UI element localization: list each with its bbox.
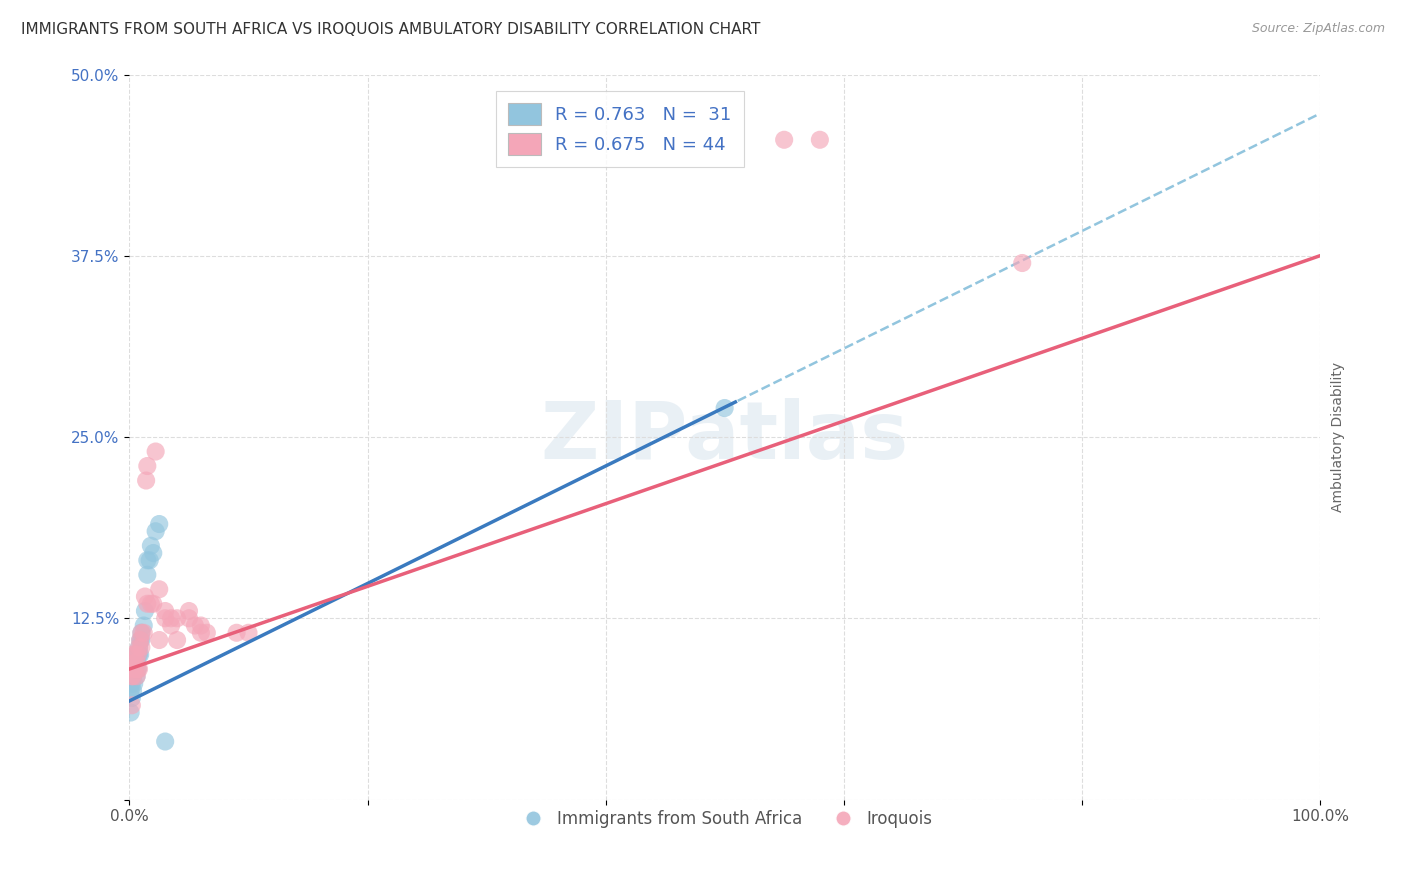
Point xyxy=(121,698,143,713)
Point xyxy=(128,640,150,655)
Point xyxy=(713,401,735,415)
Point xyxy=(131,625,153,640)
Point xyxy=(122,669,145,683)
Point xyxy=(124,648,146,662)
Point xyxy=(134,590,156,604)
Point xyxy=(127,648,149,662)
Point xyxy=(139,539,162,553)
Point xyxy=(122,648,145,662)
Point xyxy=(127,662,149,676)
Y-axis label: Ambulatory Disability: Ambulatory Disability xyxy=(1331,362,1346,512)
Point xyxy=(127,648,149,662)
Point xyxy=(125,669,148,683)
Legend: Immigrants from South Africa, Iroquois: Immigrants from South Africa, Iroquois xyxy=(510,804,939,835)
Point xyxy=(148,582,170,597)
Point xyxy=(132,625,155,640)
Point xyxy=(131,625,153,640)
Point xyxy=(128,640,150,655)
Point xyxy=(121,691,143,706)
Point xyxy=(120,706,142,720)
Point xyxy=(190,618,212,632)
Point xyxy=(166,611,188,625)
Point xyxy=(125,669,148,683)
Point xyxy=(125,655,148,669)
Point xyxy=(177,604,200,618)
Point xyxy=(129,648,152,662)
Point xyxy=(121,669,143,683)
Text: ZIPatlas: ZIPatlas xyxy=(540,398,908,476)
Point xyxy=(238,625,260,640)
Point xyxy=(122,669,145,683)
Point xyxy=(120,683,142,698)
Point xyxy=(128,648,150,662)
Point xyxy=(122,676,145,690)
Point xyxy=(225,625,247,640)
Point xyxy=(148,633,170,648)
Point xyxy=(139,597,162,611)
Point xyxy=(153,734,176,748)
Point xyxy=(153,604,176,618)
Point xyxy=(136,597,159,611)
Point xyxy=(773,133,796,147)
Point xyxy=(129,633,152,648)
Point xyxy=(145,444,167,458)
Text: Source: ZipAtlas.com: Source: ZipAtlas.com xyxy=(1251,22,1385,36)
Point xyxy=(124,662,146,676)
Point xyxy=(122,662,145,676)
Point xyxy=(195,625,218,640)
Point xyxy=(166,633,188,648)
Point xyxy=(160,618,183,632)
Point xyxy=(127,662,149,676)
Point xyxy=(136,458,159,473)
Point xyxy=(190,625,212,640)
Point xyxy=(124,662,146,676)
Point xyxy=(120,662,142,676)
Point xyxy=(1011,256,1033,270)
Point xyxy=(184,618,207,632)
Point xyxy=(138,553,160,567)
Point xyxy=(122,683,145,698)
Point xyxy=(808,133,831,147)
Point xyxy=(122,662,145,676)
Point xyxy=(131,640,153,655)
Point xyxy=(142,546,165,560)
Point xyxy=(136,553,159,567)
Point xyxy=(125,655,148,669)
Point xyxy=(128,662,150,676)
Point xyxy=(142,597,165,611)
Point xyxy=(129,633,152,648)
Point xyxy=(135,474,157,488)
Point xyxy=(160,611,183,625)
Point xyxy=(131,633,153,648)
Point xyxy=(134,604,156,618)
Point xyxy=(145,524,167,539)
Point xyxy=(121,676,143,690)
Point xyxy=(153,611,176,625)
Point xyxy=(136,567,159,582)
Point xyxy=(124,648,146,662)
Text: IMMIGRANTS FROM SOUTH AFRICA VS IROQUOIS AMBULATORY DISABILITY CORRELATION CHART: IMMIGRANTS FROM SOUTH AFRICA VS IROQUOIS… xyxy=(21,22,761,37)
Point xyxy=(177,611,200,625)
Point xyxy=(148,516,170,531)
Point xyxy=(132,618,155,632)
